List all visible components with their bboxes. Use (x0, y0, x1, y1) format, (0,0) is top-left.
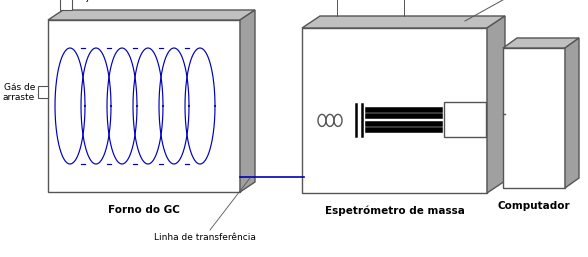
Text: Gás de
arraste: Gás de arraste (3, 82, 35, 102)
Text: Espetrómetro de massa: Espetrómetro de massa (325, 206, 465, 216)
Text: Injetor: Injetor (78, 0, 108, 3)
Bar (48, 20, 240, 192)
Polygon shape (240, 10, 255, 192)
Polygon shape (302, 16, 505, 28)
Text: Computador: Computador (497, 201, 570, 211)
Polygon shape (503, 38, 579, 48)
Polygon shape (565, 38, 579, 188)
Bar (302, 28, 487, 193)
Text: Forno do GC: Forno do GC (108, 205, 180, 215)
Bar (503, 48, 565, 188)
Bar (60, 0, 72, 10)
Polygon shape (487, 16, 505, 193)
Bar (444, 102, 486, 137)
Bar (38, 86, 48, 98)
Text: Linha de transferência: Linha de transferência (154, 233, 256, 242)
Polygon shape (48, 10, 255, 20)
